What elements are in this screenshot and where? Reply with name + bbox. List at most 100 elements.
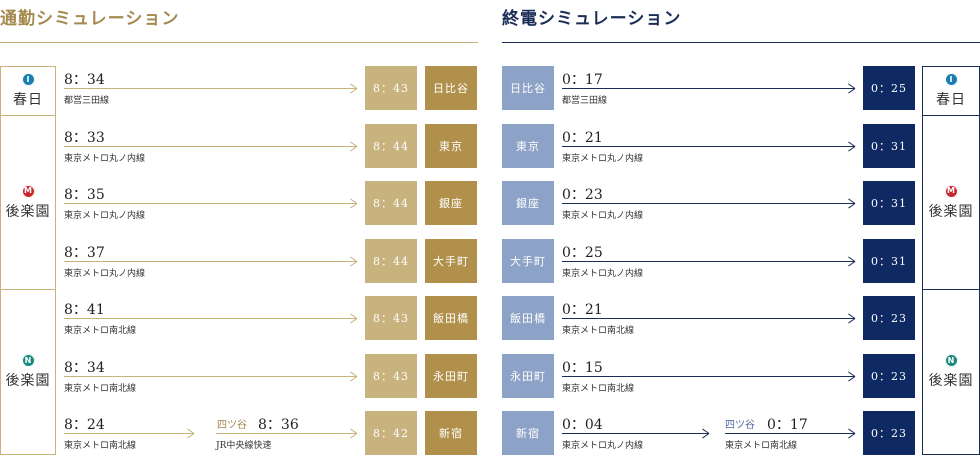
depart-time: 8：41 bbox=[64, 302, 105, 318]
arrow-icon bbox=[847, 261, 855, 262]
arrow-icon bbox=[349, 203, 357, 204]
station-name: 後楽園 bbox=[928, 373, 974, 389]
route-line bbox=[64, 203, 357, 204]
depart-time: 0：25 bbox=[562, 245, 603, 261]
origin-station: 新宿 bbox=[502, 411, 554, 455]
via-station: 四ツ谷 bbox=[725, 420, 755, 431]
origin-station: 銀座 bbox=[502, 181, 554, 225]
route-line bbox=[64, 433, 194, 434]
arrow-icon bbox=[847, 433, 855, 434]
arrow-icon bbox=[349, 376, 357, 377]
depart-time: 0：23 bbox=[562, 187, 603, 203]
origin-station: 東京 bbox=[502, 124, 554, 168]
arrow-icon bbox=[349, 146, 357, 147]
last-train-station-korakuen-namboku: N 後楽園 bbox=[922, 289, 980, 455]
via-line-name: 東京メトロ南北線 bbox=[725, 441, 798, 451]
route-line bbox=[64, 318, 357, 319]
arrow-icon bbox=[349, 318, 357, 319]
arrival-time: 0：23 bbox=[863, 296, 915, 340]
last-train-station-korakuen-marunouchi: M 後楽園 bbox=[922, 115, 980, 290]
route-line bbox=[725, 433, 855, 434]
namboku-line-icon: N bbox=[21, 354, 35, 367]
arrival-time: 8：43 bbox=[365, 354, 417, 398]
station-name: 後楽園 bbox=[5, 203, 51, 220]
route-line bbox=[64, 88, 357, 89]
depart-time: 8：24 bbox=[64, 417, 105, 433]
arrival-time: 8：44 bbox=[365, 181, 417, 225]
arrival-time: 8：43 bbox=[365, 296, 417, 340]
origin-station: 飯田橋 bbox=[502, 296, 554, 340]
line-name: 東京メトロ丸ノ内線 bbox=[562, 441, 644, 451]
arrow-icon bbox=[847, 203, 855, 204]
last-train-station-kasuga: I 春日 bbox=[922, 66, 980, 116]
line-name: 都営三田線 bbox=[562, 96, 608, 106]
line-name: 東京メトロ南北線 bbox=[64, 326, 137, 336]
line-name: 東京メトロ南北線 bbox=[562, 326, 635, 336]
route-line bbox=[216, 433, 357, 434]
depart-time: 8：34 bbox=[64, 360, 105, 376]
via-line-name: JR中央線快速 bbox=[216, 441, 272, 451]
depart-time: 8：34 bbox=[64, 72, 105, 88]
station-name: 後楽園 bbox=[5, 373, 51, 389]
station-name: 春日 bbox=[936, 92, 966, 108]
origin-station: 日比谷 bbox=[502, 66, 554, 110]
commute-title: 通勤シミュレーション bbox=[0, 9, 180, 29]
line-name: 東京メトロ丸ノ内線 bbox=[64, 211, 146, 221]
route-line bbox=[64, 146, 357, 147]
arrow-icon bbox=[349, 261, 357, 262]
station-name: 春日 bbox=[13, 92, 43, 108]
destination-station: 新宿 bbox=[425, 411, 477, 455]
arrow-icon bbox=[847, 376, 855, 377]
line-name: 東京メトロ丸ノ内線 bbox=[64, 269, 146, 279]
station-name: 後楽園 bbox=[928, 203, 974, 220]
depart-time: 8：37 bbox=[64, 245, 105, 261]
line-name: 東京メトロ丸ノ内線 bbox=[562, 269, 644, 279]
arrow-icon bbox=[847, 88, 855, 89]
route-line bbox=[562, 433, 709, 434]
destination-station: 東京 bbox=[425, 124, 477, 168]
arrow-icon bbox=[349, 88, 357, 89]
route-line bbox=[562, 203, 855, 204]
origin-station: 永田町 bbox=[502, 354, 554, 398]
route-line bbox=[562, 146, 855, 147]
depart-time: 8：35 bbox=[64, 187, 105, 203]
line-name: 東京メトロ丸ノ内線 bbox=[64, 154, 146, 164]
line-name: 東京メトロ南北線 bbox=[64, 441, 137, 451]
arrow-icon bbox=[701, 433, 709, 434]
arrival-time: 8：44 bbox=[365, 239, 417, 283]
line-name: 東京メトロ南北線 bbox=[562, 384, 635, 394]
arrow-icon bbox=[186, 433, 194, 434]
destination-station: 大手町 bbox=[425, 239, 477, 283]
toei-mita-line-icon: I bbox=[21, 73, 35, 86]
route-line bbox=[562, 88, 855, 89]
depart-time: 0：21 bbox=[562, 302, 603, 318]
depart-time: 0：04 bbox=[562, 417, 603, 433]
marunouchi-line-icon: M bbox=[944, 184, 958, 198]
arrival-time: 8：44 bbox=[365, 124, 417, 168]
line-name: 都営三田線 bbox=[64, 96, 110, 106]
via-time: 0：17 bbox=[767, 417, 808, 433]
destination-station: 飯田橋 bbox=[425, 296, 477, 340]
arrow-icon bbox=[847, 146, 855, 147]
via-time: 8：36 bbox=[258, 417, 299, 433]
arrival-time: 0：25 bbox=[863, 66, 915, 110]
route-line bbox=[64, 376, 357, 377]
arrival-time: 8：42 bbox=[365, 411, 417, 455]
arrow-icon bbox=[349, 433, 357, 434]
arrival-time: 0：23 bbox=[863, 354, 915, 398]
line-name: 東京メトロ丸ノ内線 bbox=[562, 154, 644, 164]
arrival-time: 8：43 bbox=[365, 66, 417, 110]
depart-time: 0：21 bbox=[562, 130, 603, 146]
last-train-title-rule bbox=[502, 42, 980, 43]
route-line bbox=[562, 376, 855, 377]
destination-station: 日比谷 bbox=[425, 66, 477, 110]
arrival-time: 0：23 bbox=[863, 411, 915, 455]
arrival-time: 0：31 bbox=[863, 124, 915, 168]
depart-time: 0：15 bbox=[562, 360, 603, 376]
arrival-time: 0：31 bbox=[863, 239, 915, 283]
arrival-time: 0：31 bbox=[863, 181, 915, 225]
destination-station: 銀座 bbox=[425, 181, 477, 225]
depart-time: 8：33 bbox=[64, 130, 105, 146]
commute-station-korakuen-namboku: N 後楽園 bbox=[0, 289, 56, 455]
line-name: 東京メトロ丸ノ内線 bbox=[562, 211, 644, 221]
